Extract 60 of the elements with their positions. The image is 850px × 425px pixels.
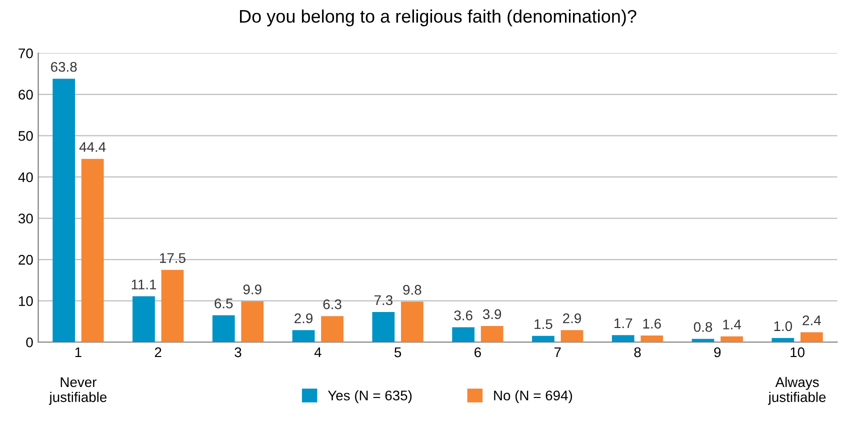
data-label: 6.5 <box>214 298 233 308</box>
x-tick-label: 3 <box>234 347 242 358</box>
data-label: 1.4 <box>723 320 742 330</box>
data-label: 63.8 <box>51 62 77 72</box>
x-tick-label: 8 <box>634 347 641 358</box>
data-label: 7.3 <box>374 295 392 306</box>
bar <box>480 326 504 342</box>
data-label: 2.9 <box>294 313 313 324</box>
data-label: 0.8 <box>694 322 712 332</box>
x-tick-label: 9 <box>714 347 721 358</box>
data-label: 2.9 <box>563 313 581 324</box>
bar <box>800 332 823 342</box>
data-label: 17.5 <box>160 253 186 263</box>
data-label: 9.9 <box>243 284 262 294</box>
x-tick-label: 6 <box>474 347 481 358</box>
bar <box>772 338 794 342</box>
category-label: 1 Never justifiable <box>48 347 107 405</box>
category-label: 10 Always justifiable <box>768 347 826 405</box>
bar <box>52 78 76 342</box>
bar <box>292 330 315 342</box>
x-tick-label: 4 <box>314 347 322 358</box>
data-label: 2.4 <box>802 315 821 326</box>
y-tick-label: 20 <box>18 254 33 265</box>
legend-label: Yes (N = 635) <box>328 390 412 404</box>
bar <box>640 336 664 342</box>
data-label: 3.6 <box>454 310 472 320</box>
data-label: 1.5 <box>534 319 552 330</box>
x-tick-label: 2 <box>154 347 162 358</box>
bar <box>212 315 235 342</box>
x-tick-label: 7 <box>554 347 561 358</box>
bar <box>132 296 155 342</box>
y-tick-label: 40 <box>18 172 33 182</box>
data-label: 9.8 <box>403 284 422 295</box>
bar <box>560 330 584 342</box>
y-tick-label: 70 <box>18 48 33 58</box>
bar <box>532 336 554 342</box>
bar <box>81 158 104 342</box>
data-label: 3.9 <box>482 309 502 320</box>
data-label: 1.0 <box>774 321 792 332</box>
bar <box>241 301 264 342</box>
data-label: 1.6 <box>643 318 661 329</box>
x-tick-label: 5 <box>394 347 402 358</box>
data-label: 1.7 <box>614 318 632 328</box>
bar <box>612 335 634 342</box>
bar <box>720 336 743 342</box>
y-tick-label: 60 <box>18 90 33 100</box>
y-tick-label: 10 <box>19 296 33 306</box>
bar <box>321 316 344 342</box>
y-tick-label: 50 <box>18 131 33 141</box>
bar <box>161 270 184 342</box>
legend-label: No (N = 694) <box>494 390 572 404</box>
data-label: 44.4 <box>79 142 106 152</box>
bar <box>372 312 395 342</box>
data-label: 6.3 <box>323 299 342 310</box>
bar <box>400 302 424 342</box>
y-tick-label: 30 <box>18 214 33 224</box>
y-tick-label: 0 <box>26 337 33 348</box>
data-label: 11.1 <box>132 280 156 290</box>
bar <box>452 327 475 342</box>
chart-title: Do you belong to a religious faith (denomination)? <box>240 9 636 26</box>
